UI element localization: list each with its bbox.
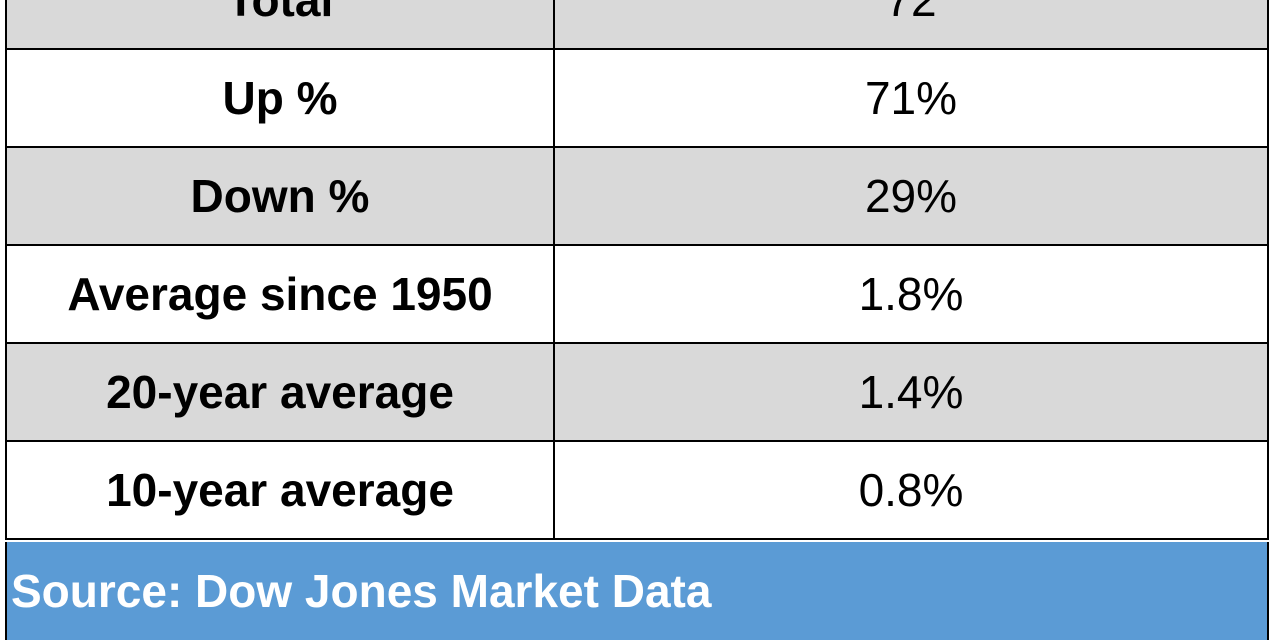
row-label: 10-year average — [7, 442, 555, 538]
row-label: Up % — [7, 50, 555, 146]
row-value: 1.4% — [858, 366, 964, 418]
table-row: Down % 29% — [5, 148, 1269, 246]
row-label: Down % — [7, 148, 555, 244]
row-label: Total — [7, 0, 555, 48]
table-row: Up % 71% — [5, 50, 1269, 148]
row-label: 20-year average — [7, 344, 555, 440]
source-note: Source: Dow Jones Market Data — [11, 565, 712, 617]
row-value: 72 — [885, 0, 937, 26]
table-row: Total 72 — [5, 0, 1269, 50]
row-value: 0.8% — [858, 464, 964, 516]
row-value: 29% — [864, 170, 958, 222]
table-row: Average since 1950 1.8% — [5, 246, 1269, 344]
footer: Source: Dow Jones Market Data — [5, 542, 1269, 640]
table-row: 20-year average 1.4% — [5, 344, 1269, 442]
row-label: Average since 1950 — [7, 246, 555, 342]
table-row: 10-year average 0.8% — [5, 442, 1269, 540]
row-value: 71% — [864, 72, 958, 124]
row-value: 1.8% — [858, 268, 964, 320]
